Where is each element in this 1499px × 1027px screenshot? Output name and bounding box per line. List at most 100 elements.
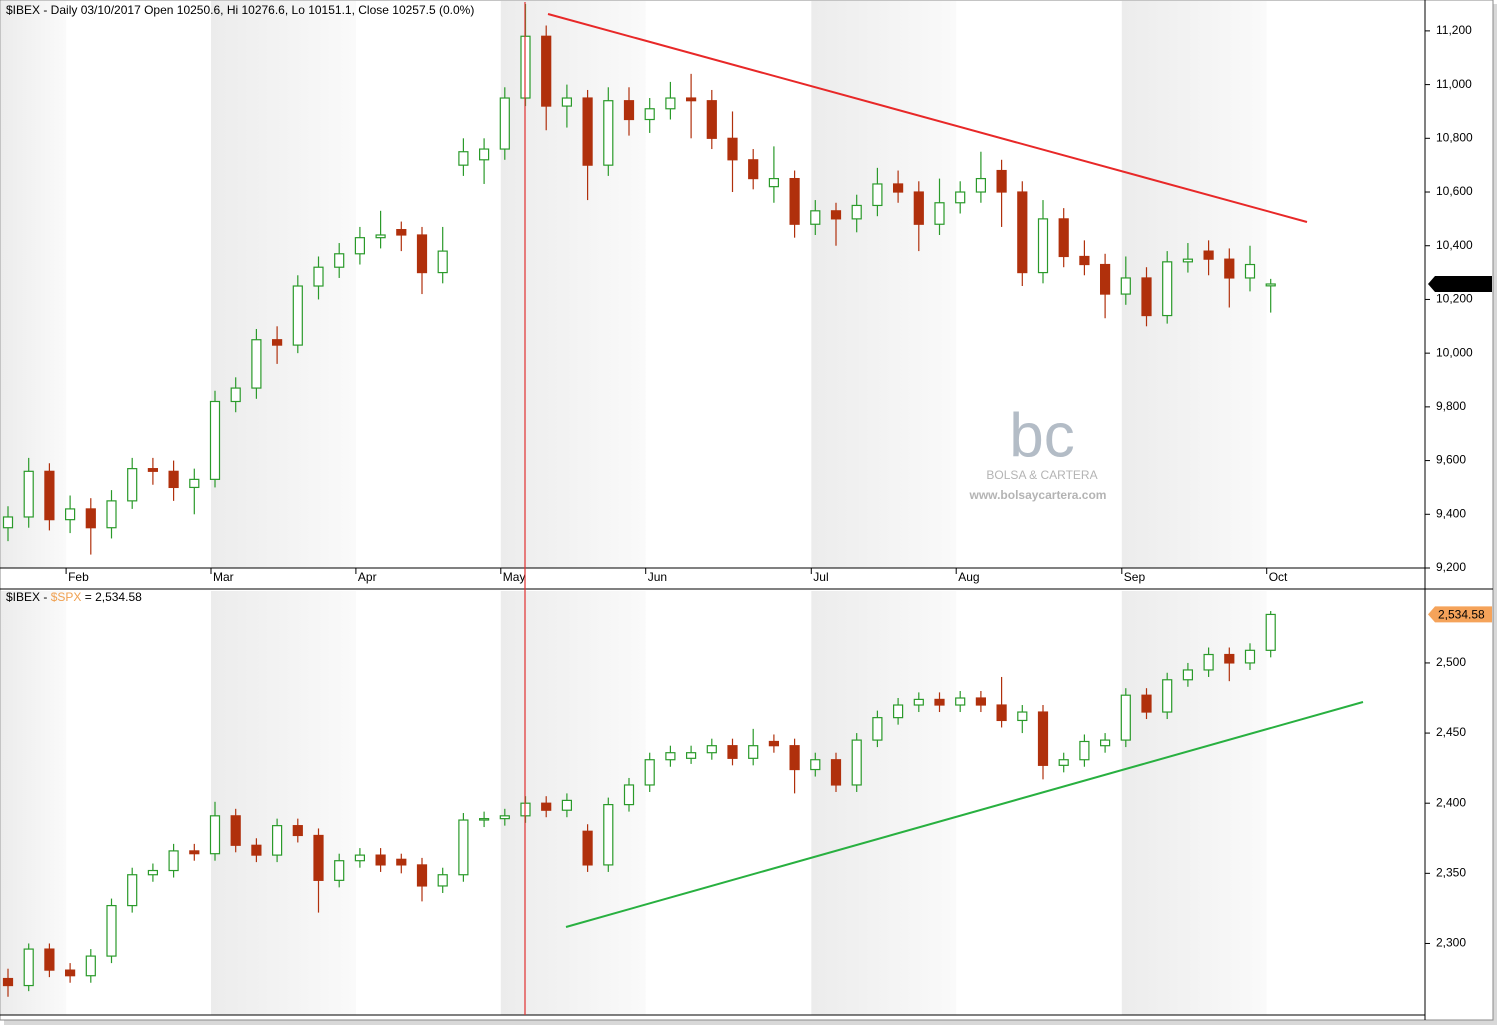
candle-body (396, 229, 407, 236)
month-band (211, 591, 356, 1015)
trend-line (547, 13, 1308, 223)
candle-body (582, 830, 593, 866)
candle-body (313, 834, 324, 881)
y-tick-label: 10,800 (1436, 130, 1473, 144)
y-tick-label: 2,350 (1436, 866, 1466, 880)
y-tick-label: 10,200 (1436, 292, 1473, 306)
candle-body (479, 818, 490, 821)
candle-body (1182, 669, 1194, 681)
candle-body (375, 854, 386, 866)
candle-body (1058, 759, 1069, 766)
y-tick-label: 9,800 (1436, 399, 1466, 413)
candle-body (23, 470, 34, 518)
watermark-name: BOLSA & CARTERA (986, 468, 1097, 482)
last-value-label: 10,257.5 (1438, 277, 1485, 291)
y-tick-label: 11,200 (1436, 23, 1472, 37)
candle-body (975, 177, 987, 193)
month-band (211, 1, 356, 568)
candle-body (106, 904, 117, 957)
candle-body (334, 253, 345, 268)
y-tick-label: 9,200 (1436, 560, 1466, 574)
candle-body (768, 177, 780, 188)
candle-body (748, 159, 759, 180)
candle-body (44, 948, 55, 971)
candle-body (1017, 711, 1028, 722)
candle-body (251, 339, 262, 389)
y-tick-label: 10,000 (1436, 345, 1473, 359)
candle-body (644, 108, 655, 121)
candle-body (1079, 255, 1090, 266)
candle-body (1244, 649, 1256, 664)
candle-body (479, 148, 490, 161)
x-tick-label: Mar (213, 570, 234, 584)
candle-body (230, 815, 241, 846)
x-tick-label: Aug (958, 570, 979, 584)
candle-body (913, 191, 924, 225)
candle-body (623, 100, 635, 121)
chart-title: $IBEX - $SPX = 2,534.58 (6, 590, 142, 604)
candle-body (1162, 679, 1173, 713)
candle-body (810, 759, 821, 771)
candle-body (396, 858, 407, 866)
watermark-logo: bc (1009, 401, 1074, 470)
y-tick-label: 10,600 (1436, 184, 1473, 198)
last-value-label: 2,534.58 (1438, 608, 1485, 622)
candle-body (209, 815, 221, 855)
candle-body (147, 468, 158, 472)
candle-body (810, 210, 821, 225)
candle-body (458, 151, 469, 166)
candle-body (437, 874, 448, 887)
candle-body (892, 704, 904, 719)
candle-body (189, 478, 200, 489)
candle-body (685, 97, 697, 102)
candle-body (64, 969, 76, 977)
candle-body (561, 97, 573, 107)
candle-body (665, 97, 676, 110)
candle-body (851, 204, 862, 220)
candle-body (272, 339, 283, 346)
candle-body (541, 35, 552, 107)
candle-body (147, 869, 158, 876)
title-symbol: $SPX (51, 590, 82, 604)
candle-body (644, 759, 655, 786)
candle-body (106, 500, 117, 529)
candle-body (934, 698, 945, 706)
candle-body (603, 804, 614, 866)
candle-body (499, 815, 510, 820)
candle-body (1265, 283, 1276, 287)
candle-body (127, 468, 138, 502)
candle-body (416, 864, 428, 887)
candle-body (541, 802, 552, 811)
candle-body (458, 819, 469, 876)
candle-body (272, 825, 283, 856)
candle-body (334, 860, 345, 881)
candle-body (727, 137, 738, 161)
candle-body (85, 955, 96, 977)
candle-body (354, 854, 365, 862)
candle-body (727, 745, 738, 759)
candle-body (2, 977, 14, 987)
candle-body (209, 400, 221, 480)
candle-body (996, 704, 1007, 722)
candle-body (934, 202, 945, 225)
candle-body (1037, 218, 1049, 274)
candle-body (437, 250, 448, 274)
candle-body (499, 97, 510, 150)
candle-body (706, 100, 717, 139)
candle-body (851, 739, 862, 786)
candle-body (251, 844, 262, 856)
x-tick-label: Feb (68, 570, 89, 584)
candle-body (189, 850, 200, 855)
y-tick-label: 2,400 (1436, 795, 1466, 809)
candle-body (975, 697, 987, 706)
candle-body (872, 183, 883, 207)
last-value-tag (1428, 276, 1492, 292)
month-band (1121, 591, 1267, 1015)
candle-body (768, 740, 780, 747)
x-tick-label: Jul (813, 570, 828, 584)
y-tick-label: 9,400 (1436, 506, 1466, 520)
candle-body (375, 234, 386, 239)
x-tick-label: Jun (648, 570, 667, 584)
candle-body (23, 948, 34, 987)
